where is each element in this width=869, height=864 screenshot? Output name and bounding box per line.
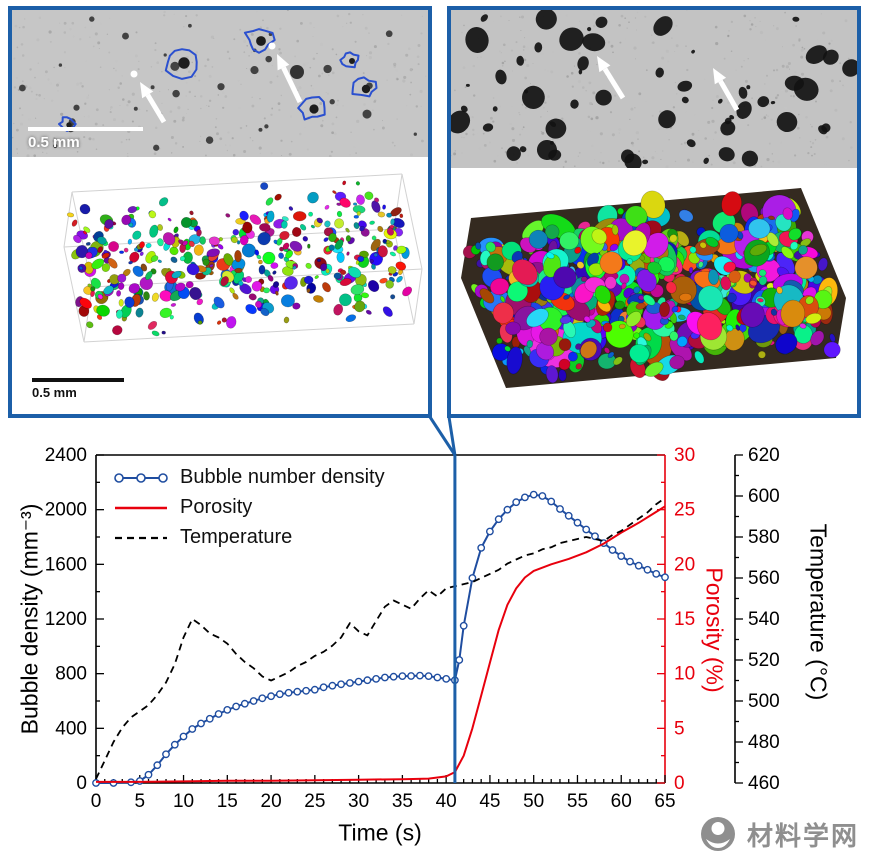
temperature-tick-label: 620 [748, 445, 780, 466]
micrograph-noise [12, 10, 427, 157]
micrograph-noise [451, 10, 857, 168]
hand-globe-icon [700, 817, 735, 851]
bubble-spots [451, 10, 857, 168]
x-tick-label: 10 [173, 791, 194, 812]
x-tick-label: 5 [134, 791, 145, 812]
legend-item-temperature: Temperature [112, 526, 385, 549]
arrow-icon [713, 68, 740, 112]
bubble-density-tick-label: 0 [76, 773, 87, 794]
arrow-icon [597, 56, 626, 100]
micrograph-right [451, 10, 857, 168]
micrograph-right-image [451, 10, 857, 168]
temperature-tick-label: 480 [748, 732, 780, 753]
y-axis-title-porosity: Porosity (%) [701, 567, 728, 693]
bubble-particles [462, 190, 841, 384]
porosity-tick-label: 15 [674, 609, 695, 630]
bubble-density-tick-label: 2000 [45, 500, 87, 521]
scalebar-label: 0.5 mm [32, 385, 77, 400]
y-axis-title-bubble-density: Bubble density (mm⁻³) [16, 503, 43, 735]
temperature-tick-label: 500 [748, 691, 780, 712]
x-tick-label: 35 [392, 791, 413, 812]
scalebar-render-left: 0.5 mm [32, 378, 124, 400]
porosity-tick-label: 25 [674, 500, 695, 521]
render3d-left: 0.5 mm [12, 157, 428, 414]
x-tick-label: 50 [523, 791, 544, 812]
x-tick-label: 65 [654, 791, 675, 812]
legend-label-bubble-density: Bubble number density [180, 466, 385, 488]
watermark-text: 材料学网 [746, 820, 859, 851]
bubble-density-tick-label: 400 [55, 718, 87, 739]
temperature-tick-label: 560 [748, 568, 780, 589]
bubble-density-tick-label: 800 [55, 664, 87, 685]
bubble-particles [66, 180, 413, 337]
event-line-and-connectors [428, 416, 457, 783]
scalebar-line [28, 127, 143, 131]
x-tick-label: 60 [611, 791, 632, 812]
legend-label-porosity: Porosity [180, 496, 253, 518]
temperature-tick-label: 520 [748, 650, 780, 671]
arrow-icon [277, 54, 303, 104]
x-tick-label: 25 [304, 791, 325, 812]
porosity-tick-label: 0 [674, 773, 685, 794]
render3d-right-image [461, 188, 846, 388]
legend-label-temperature: Temperature [180, 526, 293, 548]
porosity-tick-label: 5 [674, 718, 685, 739]
x-tick-label: 0 [91, 791, 102, 812]
watermark: 材料学网 [698, 814, 859, 854]
panel-right [447, 6, 861, 418]
arrow-icon [140, 82, 167, 124]
x-tick-label: 15 [217, 791, 238, 812]
legend-item-bubble-density: Bubble number density [112, 466, 385, 489]
temperature-tick-label: 600 [748, 486, 780, 507]
legend-key-bubble-density [114, 472, 168, 483]
chart-legend: Bubble number density Porosity Temperatu… [112, 466, 385, 549]
temperature-tick-label: 460 [748, 773, 780, 794]
x-tick-label: 55 [567, 791, 588, 812]
porosity-tick-label: 10 [674, 664, 695, 685]
x-tick-label: 30 [348, 791, 369, 812]
temperature-tick-label: 580 [748, 527, 780, 548]
render3d-left-image [63, 173, 423, 343]
y-axis-title-temperature: Temperature (°C) [805, 523, 832, 701]
bubble-density-tick-label: 1200 [45, 609, 87, 630]
temperature-tick-label: 540 [748, 609, 780, 630]
x-tick-label: 20 [261, 791, 282, 812]
x-axis-title: Time (s) [338, 819, 422, 846]
legend-key-temperature [115, 536, 167, 539]
porosity-tick-label: 20 [674, 554, 695, 575]
scalebar-micrograph-left: 0.5 mm [28, 127, 143, 151]
bubble-density-tick-label: 1600 [45, 554, 87, 575]
bubble-spots [19, 16, 417, 151]
micrograph-left: 0.5 mm [12, 10, 428, 157]
x-tick-label: 40 [436, 791, 457, 812]
porosity-tick-label: 30 [674, 445, 695, 466]
scalebar-line [32, 378, 124, 382]
legend-key-porosity [115, 506, 167, 509]
scalebar-label: 0.5 mm [28, 134, 80, 151]
bubble-density-tick-label: 2400 [45, 445, 87, 466]
legend-item-porosity: Porosity [112, 496, 385, 519]
panel-left: 0.5 mm 0.5 mm [8, 6, 432, 418]
x-tick-label: 45 [479, 791, 500, 812]
render3d-right [451, 168, 857, 414]
